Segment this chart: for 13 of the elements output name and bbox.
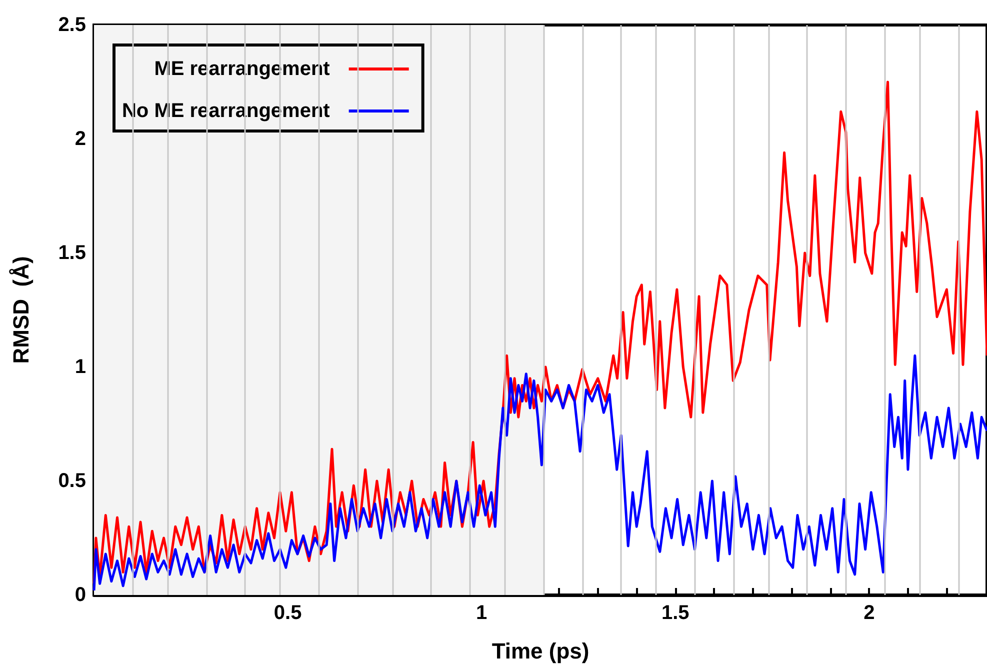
y-tick-label: 1.5: [58, 242, 86, 264]
x-tick-label: 2: [864, 602, 875, 624]
x-tick-label: 1.5: [661, 602, 690, 624]
line-series: [92, 354, 987, 592]
x-axis-title: Time (ps): [492, 638, 590, 664]
y-axis-title: RMSD (Å): [8, 256, 34, 364]
y-tick-label: 0.5: [58, 470, 86, 492]
x-tick-label: 0.5: [274, 602, 302, 624]
y-tick-label: 2.5: [58, 14, 86, 36]
y-tick-label: 0: [74, 584, 86, 606]
y-tick-label: 1: [74, 356, 86, 378]
y-tick-label: 2: [74, 128, 86, 150]
x-tick-label: 1: [476, 602, 488, 624]
